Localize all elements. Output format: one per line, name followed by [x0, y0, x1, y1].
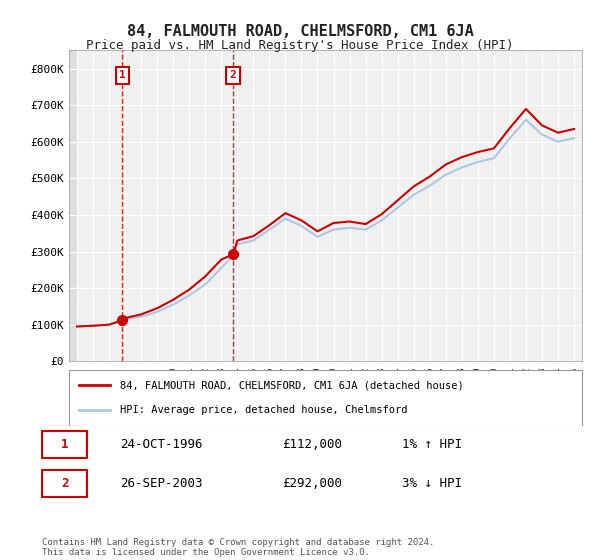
- Text: 26-SEP-2003: 26-SEP-2003: [120, 477, 203, 490]
- Text: 2: 2: [61, 477, 68, 490]
- Text: Price paid vs. HM Land Registry's House Price Index (HPI): Price paid vs. HM Land Registry's House …: [86, 39, 514, 52]
- FancyBboxPatch shape: [42, 431, 87, 458]
- Text: 2: 2: [230, 70, 236, 80]
- FancyBboxPatch shape: [42, 470, 87, 497]
- Text: 84, FALMOUTH ROAD, CHELMSFORD, CM1 6JA: 84, FALMOUTH ROAD, CHELMSFORD, CM1 6JA: [127, 24, 473, 39]
- Text: £112,000: £112,000: [282, 438, 342, 451]
- Text: 1: 1: [61, 438, 68, 451]
- Text: Contains HM Land Registry data © Crown copyright and database right 2024.
This d: Contains HM Land Registry data © Crown c…: [42, 538, 434, 557]
- Text: £292,000: £292,000: [282, 477, 342, 490]
- Text: 24-OCT-1996: 24-OCT-1996: [120, 438, 203, 451]
- Bar: [69, 50, 77, 361]
- Text: 84, FALMOUTH ROAD, CHELMSFORD, CM1 6JA (detached house): 84, FALMOUTH ROAD, CHELMSFORD, CM1 6JA (…: [121, 380, 464, 390]
- Text: 1: 1: [119, 70, 125, 80]
- Text: HPI: Average price, detached house, Chelmsford: HPI: Average price, detached house, Chel…: [121, 405, 408, 415]
- Text: 1% ↑ HPI: 1% ↑ HPI: [402, 438, 462, 451]
- Text: 3% ↓ HPI: 3% ↓ HPI: [402, 477, 462, 490]
